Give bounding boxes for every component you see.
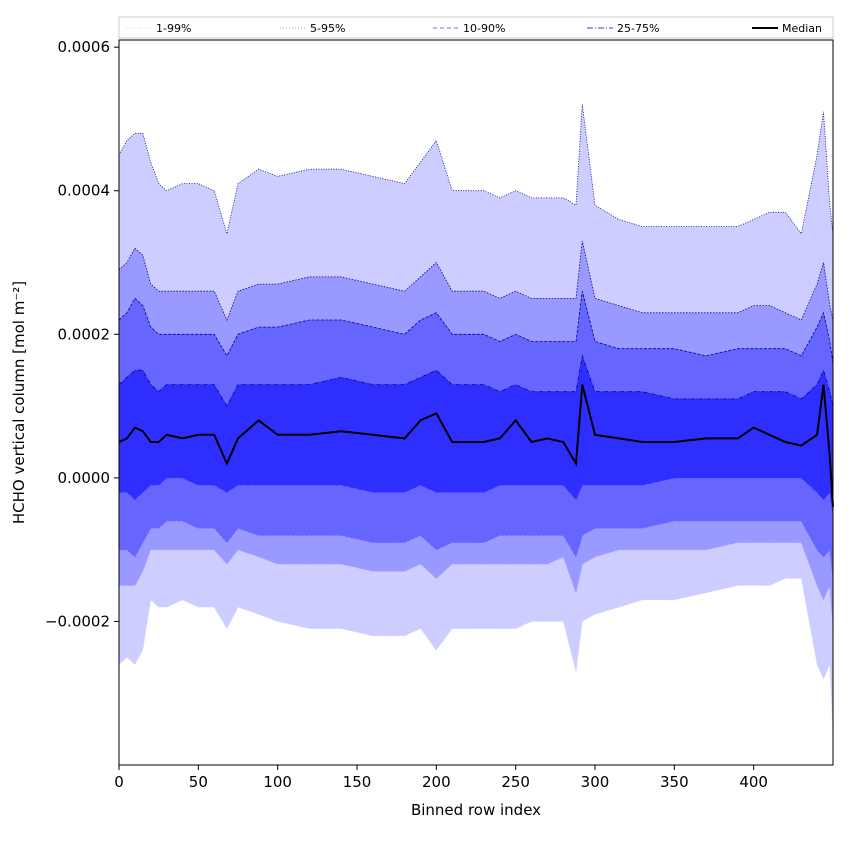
y-tick-label: 0.0004: [58, 182, 111, 200]
y-axis-label: HCHO vertical column [mol m⁻²]: [10, 281, 28, 524]
plot-frame: [118, 39, 834, 766]
legend-label: 5-95%: [310, 22, 345, 35]
x-tick-label: 0: [114, 773, 124, 791]
legend-label: Median: [782, 22, 822, 35]
legend-box: [118, 16, 834, 39]
y-tick-label: 0.0002: [58, 325, 111, 343]
band-lower-line-3: [119, 477, 834, 514]
x-tick-label: 100: [263, 773, 292, 791]
legend: 1-99% 5-95% 10-90% 25-75% Median: [118, 16, 834, 39]
band-upper-line-3: [118, 354, 834, 407]
band-upper-line-2: [118, 291, 834, 364]
band-lower-line-2: [119, 520, 834, 579]
y-tick-label: 0.0006: [58, 38, 111, 56]
x-axis-label: Binned row index: [411, 801, 541, 819]
y-axis: −0.0002 0.0000 0.0002 0.0004 0.0006: [45, 38, 119, 630]
band-lower-line-0: [118, 578, 834, 737]
band-area-3: [119, 355, 833, 514]
band-upper-line-0: [118, 104, 834, 235]
x-tick-label: 150: [343, 773, 372, 791]
x-tick-label: 50: [189, 773, 208, 791]
band-upper-line-1: [118, 240, 834, 322]
x-tick-label: 300: [581, 773, 610, 791]
legend-label: 10-90%: [463, 22, 505, 35]
x-tick-label: 200: [422, 773, 451, 791]
y-tick-label: −0.0002: [45, 612, 110, 630]
y-tick-label: 0.0000: [58, 469, 111, 487]
band-lower-line-1: [119, 542, 834, 629]
x-tick-label: 250: [501, 773, 530, 791]
x-tick-label: 400: [739, 773, 768, 791]
median-line: [118, 384, 834, 507]
x-axis: 0 50 100 150 200 250 300 350 400: [114, 765, 768, 791]
percentile-bands: [118, 104, 834, 737]
median-series: [118, 384, 834, 507]
legend-label: 25-75%: [617, 22, 659, 35]
x-tick-label: 350: [660, 773, 689, 791]
legend-label: 1-99%: [156, 22, 191, 35]
